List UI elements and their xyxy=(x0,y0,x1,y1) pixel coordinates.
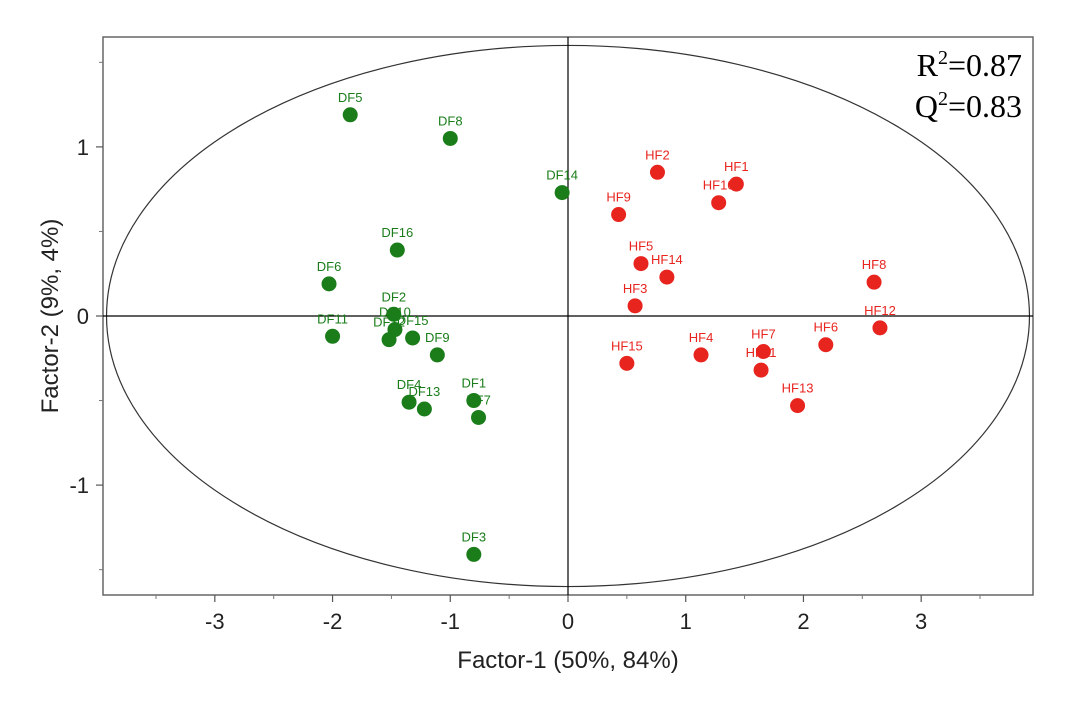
y-tick-label: 0 xyxy=(77,304,89,329)
data-point-df5 xyxy=(342,107,358,123)
data-point-hf10 xyxy=(711,195,727,211)
point-label-hf2: HF2 xyxy=(645,147,670,162)
data-point-hf14 xyxy=(659,269,675,285)
data-point-hf11 xyxy=(753,362,769,378)
y-tick-label: -1 xyxy=(69,473,89,498)
point-label-df5: DF5 xyxy=(338,90,363,105)
point-label-df7: DF7 xyxy=(466,392,491,407)
point-label-df16: DF16 xyxy=(381,225,413,240)
data-point-df1 xyxy=(466,393,482,409)
point-label-hf8: HF8 xyxy=(862,257,887,272)
point-label-hf7: HF7 xyxy=(751,327,776,342)
data-point-df3 xyxy=(466,546,482,562)
point-label-df10: DF10 xyxy=(379,305,411,320)
x-tick-label: 3 xyxy=(915,609,927,634)
point-label-hf3: HF3 xyxy=(623,281,648,296)
x-tick-label: -1 xyxy=(440,609,460,634)
data-point-hf7 xyxy=(755,344,771,360)
y-tick-label: 1 xyxy=(77,135,89,160)
point-label-hf14: HF14 xyxy=(651,252,683,267)
x-tick-label: 2 xyxy=(797,609,809,634)
x-tick-label: -2 xyxy=(323,609,343,634)
data-point-df8 xyxy=(442,130,458,146)
data-point-df15 xyxy=(405,330,421,346)
data-point-hf5 xyxy=(633,256,649,272)
axis-ticks: -3 -2 -1 0 1 2 3 -1 0 1 xyxy=(69,61,981,634)
point-label-df1: DF1 xyxy=(462,376,487,391)
point-label-hf1: HF1 xyxy=(724,159,749,174)
data-point-hf9 xyxy=(611,207,627,223)
point-label-hf4: HF4 xyxy=(689,330,714,345)
point-label-df2: DF2 xyxy=(381,289,406,304)
point-label-df13: DF13 xyxy=(408,384,440,399)
data-point-df4 xyxy=(401,394,417,410)
r2-annotation: R2=0.87 xyxy=(917,47,1022,83)
point-label-df15: DF15 xyxy=(397,313,429,328)
point-label-hf13: HF13 xyxy=(782,381,814,396)
point-label-hf10: HF10 xyxy=(703,178,735,193)
point-label-df12: DF12 xyxy=(373,315,405,330)
point-label-hf15: HF15 xyxy=(611,338,643,353)
data-point-df7 xyxy=(471,409,487,425)
data-point-hf8 xyxy=(866,274,882,290)
x-axis-title: Factor-1 (50%, 84%) xyxy=(457,647,678,674)
x-tick-label: 0 xyxy=(562,609,574,634)
data-point-hf15 xyxy=(619,355,635,371)
point-label-hf11: HF11 xyxy=(746,345,777,360)
data-point-df11 xyxy=(325,328,341,344)
data-point-df16 xyxy=(389,242,405,258)
data-point-df14 xyxy=(554,185,570,201)
data-point-hf2 xyxy=(649,164,665,180)
point-label-df14: DF14 xyxy=(546,168,578,183)
point-label-df8: DF8 xyxy=(438,113,463,128)
data-point-hf12 xyxy=(872,320,888,336)
data-point-df12 xyxy=(381,332,397,348)
point-label-df3: DF3 xyxy=(462,529,487,544)
point-label-hf6: HF6 xyxy=(814,320,839,335)
data-point-df2 xyxy=(386,306,402,322)
data-point-df13 xyxy=(416,401,432,417)
y-axis-title: Factor-2 (9%, 4%) xyxy=(37,219,64,414)
point-label-hf12: HF12 xyxy=(864,303,896,318)
point-label-df4: DF4 xyxy=(397,377,422,392)
point-label-hf5: HF5 xyxy=(629,239,654,254)
data-point-hf13 xyxy=(790,398,806,414)
point-label-df6: DF6 xyxy=(317,259,342,274)
point-label-df11: DF11 xyxy=(317,311,348,326)
data-point-hf4 xyxy=(693,347,709,363)
x-tick-label: 1 xyxy=(680,609,692,634)
data-point-df6 xyxy=(321,276,337,292)
point-label-df9: DF9 xyxy=(425,330,450,345)
data-point-df9 xyxy=(429,347,445,363)
x-tick-label: -3 xyxy=(205,609,225,634)
data-point-hf6 xyxy=(818,337,834,353)
q2-annotation: Q2=0.83 xyxy=(915,88,1022,124)
point-label-hf9: HF9 xyxy=(606,190,631,205)
data-point-hf1 xyxy=(728,176,744,192)
data-point-hf3 xyxy=(627,298,643,314)
